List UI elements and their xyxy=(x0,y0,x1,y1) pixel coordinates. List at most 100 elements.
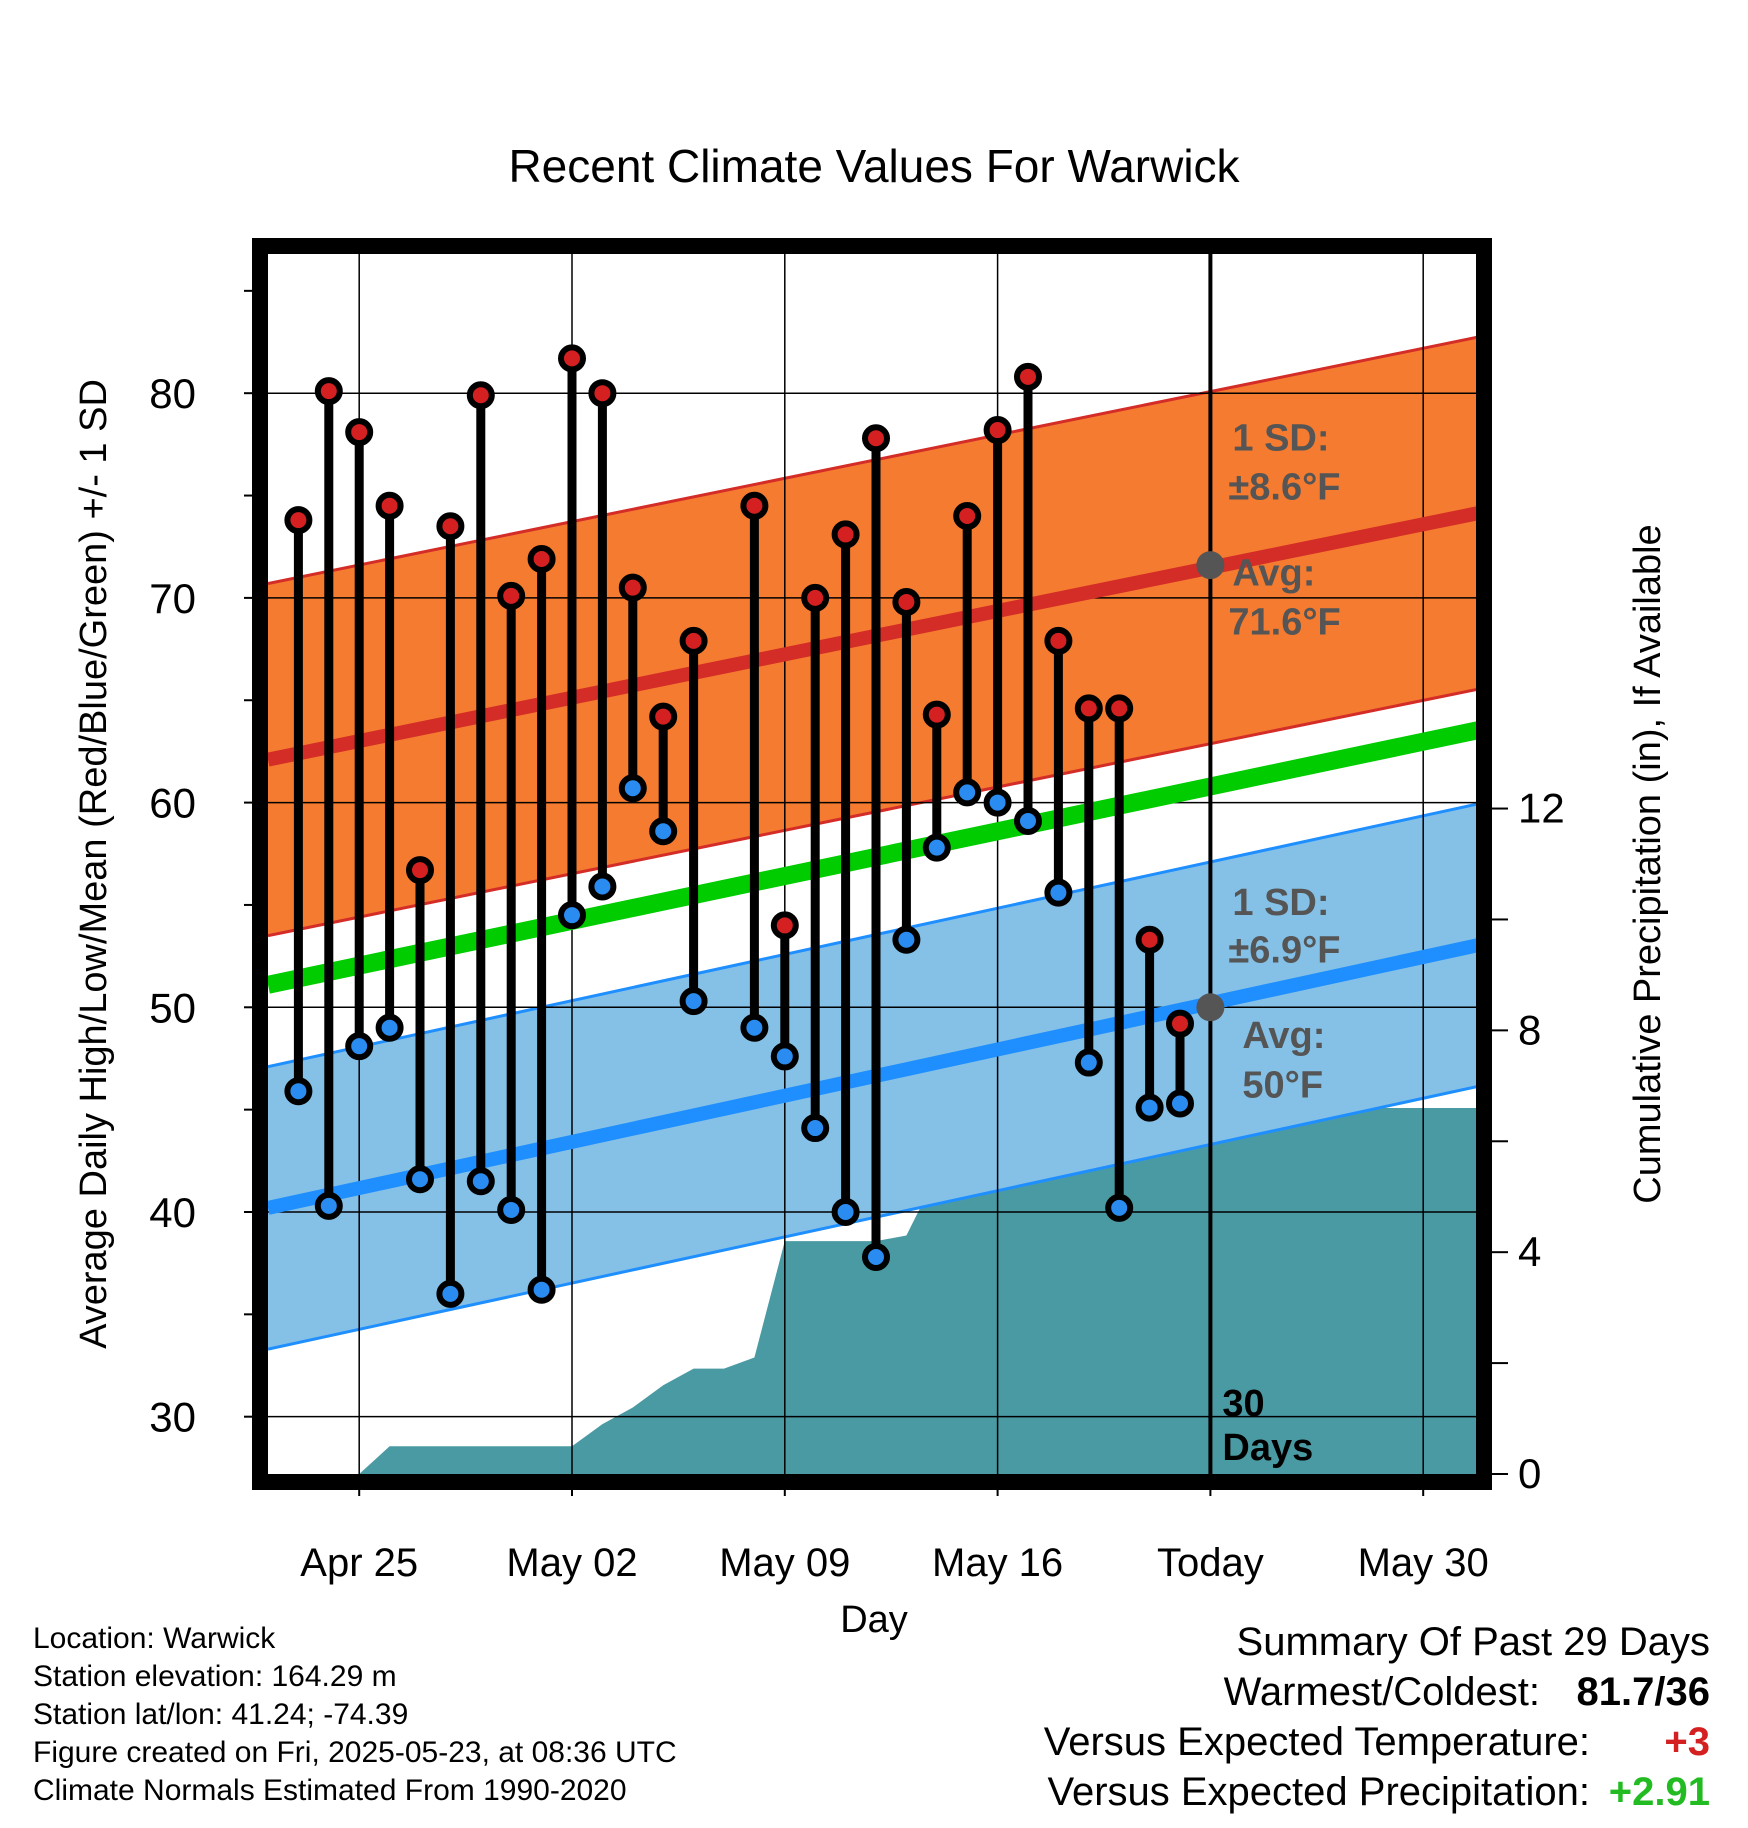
daily-high-point xyxy=(588,379,617,408)
daily-low-point xyxy=(558,901,586,930)
precip-label: Versus Expected Precipitation: xyxy=(1047,1770,1590,1814)
daily-low-point xyxy=(649,817,678,846)
daily-high-point xyxy=(406,856,434,885)
summary-title-row: Summary Of Past 29 Days xyxy=(950,1620,1710,1670)
temp-value: +3 xyxy=(1664,1720,1710,1764)
daily-high-point xyxy=(801,583,830,612)
plot-area: 1 SD: ±8.6°F Avg: 71.6°F 1 SD: ±6.9°F Avg: 50°F… xyxy=(149,238,1565,1585)
daily-low-point xyxy=(922,833,951,862)
warm-cold-row: Warmest/Coldest: 81.7/36 xyxy=(950,1670,1710,1720)
daily-high-point xyxy=(1074,694,1103,723)
daily-high-point xyxy=(740,491,769,520)
y2-axis-label: Cumulative Precipitation (in), If Availa… xyxy=(1627,524,1669,1203)
daily-low-point xyxy=(801,1114,830,1143)
summary-panel: Summary Of Past 29 Days Warmest/Coldest:… xyxy=(950,1620,1710,1820)
daily-low-point xyxy=(314,1191,343,1220)
daily-high-point xyxy=(436,512,465,541)
low-avg-value: 50°F xyxy=(1242,1064,1323,1106)
daily-low-point xyxy=(1135,1093,1164,1122)
x-tick-label: Apr 25 xyxy=(300,1541,418,1585)
temp-row: Versus Expected Temperature: +3 xyxy=(950,1720,1710,1770)
daily-high-point xyxy=(679,626,708,655)
daily-high-point xyxy=(558,344,586,373)
normals-text: Climate Normals Estimated From 1990-2020 xyxy=(33,1774,627,1807)
y-tick-label: 80 xyxy=(149,370,196,417)
y-tick-label: 30 xyxy=(149,1394,196,1441)
summary-title: Summary Of Past 29 Days xyxy=(1236,1620,1710,1664)
daily-low-point xyxy=(770,1042,799,1071)
daily-high-point xyxy=(497,581,526,610)
daily-low-point xyxy=(436,1279,465,1308)
precip-value: +2.91 xyxy=(1608,1770,1710,1814)
daily-low-point xyxy=(740,1013,769,1042)
daily-high-point xyxy=(953,502,982,531)
station-info: Location: Warwick Station elevation: 164… xyxy=(33,1620,677,1810)
chart-title: Recent Climate Values For Warwick xyxy=(508,140,1240,192)
y-tick-label: 70 xyxy=(149,575,196,622)
y2-tick-label: 8 xyxy=(1518,1006,1541,1053)
daily-low-point xyxy=(892,925,921,954)
x-tick-label: May 16 xyxy=(932,1541,1063,1585)
daily-low-point xyxy=(588,872,617,901)
x-tick-label: May 09 xyxy=(719,1541,850,1585)
daily-low-point xyxy=(831,1197,860,1226)
y-axis-label: Average Daily High/Low/Mean (Red/Blue/Gr… xyxy=(73,379,115,1349)
precip-row: Versus Expected Precipitation: +2.91 xyxy=(950,1770,1710,1820)
low-avg-marker xyxy=(1196,993,1225,1022)
daily-high-point xyxy=(466,381,495,410)
daily-high-point xyxy=(618,573,647,602)
daily-low-point xyxy=(466,1167,495,1196)
daily-high-point xyxy=(1166,1009,1194,1038)
plot-frame xyxy=(252,238,1492,1490)
x-tick-label: May 02 xyxy=(506,1541,637,1585)
y2-tick-label: 0 xyxy=(1518,1450,1541,1497)
latlon-text: Station lat/lon: 41.24; -74.39 xyxy=(33,1698,409,1731)
daily-high-point xyxy=(375,491,404,520)
daily-low-point xyxy=(983,788,1012,817)
daily-high-point xyxy=(649,702,678,731)
high-sd-value: ±8.6°F xyxy=(1228,467,1340,509)
daily-high-point xyxy=(527,545,556,573)
daily-high-point xyxy=(1105,694,1134,723)
warm-cold-value: 81.7/36 xyxy=(1576,1670,1710,1714)
daily-high-point xyxy=(862,424,890,453)
daily-high-point xyxy=(314,377,343,406)
daily-high-point xyxy=(1014,362,1042,391)
elevation-text: Station elevation: 164.29 m xyxy=(33,1660,397,1693)
daily-low-point xyxy=(375,1013,404,1042)
y2-tick-label: 12 xyxy=(1518,785,1565,832)
high-avg-value: 71.6°F xyxy=(1228,602,1340,644)
daily-low-point xyxy=(1166,1089,1194,1118)
daily-low-point xyxy=(679,987,708,1016)
daily-high-point xyxy=(892,587,921,616)
daily-low-point xyxy=(497,1195,526,1224)
high-avg-label: Avg: xyxy=(1232,553,1315,595)
daily-low-point xyxy=(1014,807,1042,836)
today-days-label: Days xyxy=(1222,1427,1313,1469)
daily-low-point xyxy=(618,774,647,803)
temp-label: Versus Expected Temperature: xyxy=(1043,1720,1590,1764)
daily-low-point xyxy=(345,1032,374,1061)
y-tick-label: 40 xyxy=(149,1189,196,1236)
daily-high-point xyxy=(345,418,374,447)
daily-high-point xyxy=(1135,925,1164,954)
low-sd-label: 1 SD: xyxy=(1232,882,1329,924)
location-text: Location: Warwick xyxy=(33,1622,276,1655)
daily-low-point xyxy=(406,1165,434,1194)
daily-high-point xyxy=(922,700,951,729)
daily-low-point xyxy=(284,1077,313,1106)
daily-low-point xyxy=(953,778,982,807)
daily-high-point xyxy=(284,506,313,535)
x-tick-label: Today xyxy=(1157,1541,1264,1585)
daily-high-point xyxy=(831,520,860,549)
low-sd-value: ±6.9°F xyxy=(1228,929,1340,971)
daily-low-point xyxy=(1044,878,1073,907)
precip-area xyxy=(268,1108,1484,1474)
plot-inner xyxy=(268,254,1484,1474)
low-avg-label: Avg: xyxy=(1242,1015,1325,1057)
daily-high-point xyxy=(983,416,1012,445)
y-tick-label: 60 xyxy=(149,780,196,827)
y2-tick-label: 4 xyxy=(1518,1228,1541,1275)
x-tick-label: May 30 xyxy=(1358,1541,1489,1585)
high-avg-marker xyxy=(1196,551,1225,580)
